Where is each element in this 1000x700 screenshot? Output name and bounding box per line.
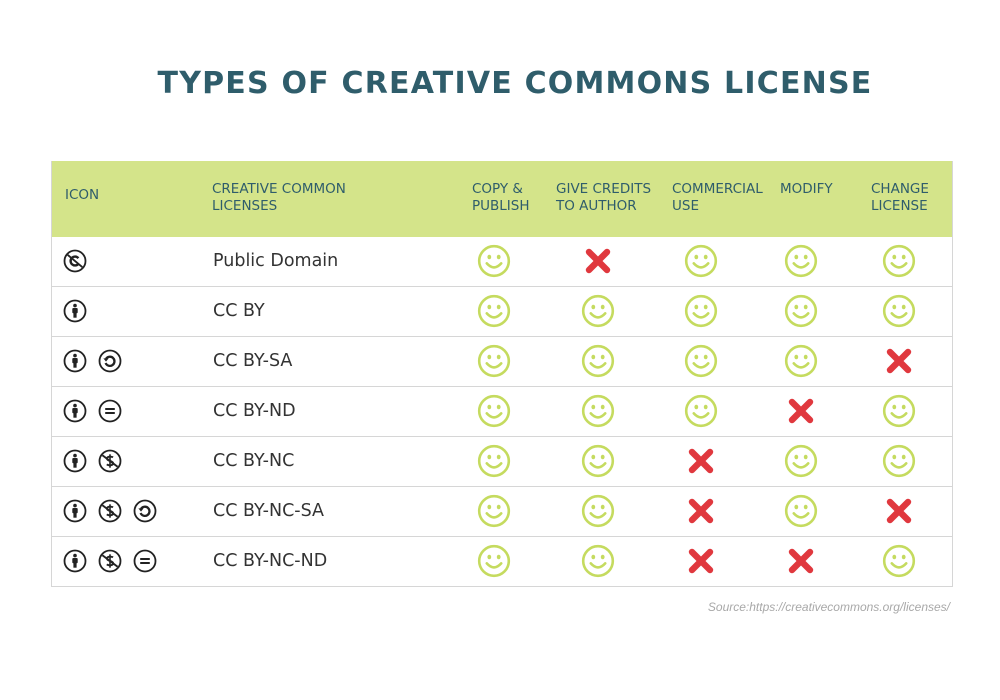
allowed-smiley-icon-copy-publish — [477, 244, 511, 278]
table-row: Public Domain — [52, 237, 952, 286]
allowed-smiley-icon-commercial-use — [684, 294, 718, 328]
license-name: CC BY-SA — [213, 351, 293, 371]
non-commercial-icon — [98, 449, 122, 473]
license-name: CC BY-ND — [213, 401, 296, 421]
share-alike-icon — [133, 499, 157, 523]
not-allowed-cross-icon-commercial-use — [688, 548, 714, 574]
attribution-icon — [63, 349, 87, 373]
allowed-smiley-icon-modify — [784, 344, 818, 378]
license-name: CC BY-NC — [213, 451, 295, 471]
header-licenses: CREATIVE COMMON LICENSES — [212, 181, 346, 214]
license-name: Public Domain — [213, 251, 339, 271]
table-header: ICON CREATIVE COMMON LICENSES COPY & PUBLI… — [52, 161, 952, 237]
table-row: CC BY — [52, 286, 952, 336]
allowed-smiley-icon-modify — [784, 494, 818, 528]
table-row: CC BY-NC-ND — [52, 536, 952, 586]
allowed-smiley-icon-copy-publish — [477, 494, 511, 528]
license-name: CC BY-NC-SA — [213, 501, 325, 521]
page-title: TYPES OF CREATIVE COMMONS LICENSE — [157, 66, 873, 101]
allowed-smiley-icon-change-license — [882, 294, 916, 328]
allowed-smiley-icon-copy-publish — [477, 394, 511, 428]
allowed-smiley-icon-copy-publish — [477, 544, 511, 578]
allowed-smiley-icon-give-credits — [581, 544, 615, 578]
table-row: CC BY-NC — [52, 436, 952, 486]
license-name: CC BY — [213, 301, 265, 321]
public-domain-icon — [63, 249, 87, 273]
table-row: CC BY-ND — [52, 386, 952, 436]
header-modify: MODIFY — [780, 181, 833, 197]
no-derivatives-icon — [133, 549, 157, 573]
non-commercial-icon — [98, 499, 122, 523]
attribution-icon — [63, 399, 87, 423]
allowed-smiley-icon-copy-publish — [477, 294, 511, 328]
allowed-smiley-icon-change-license — [882, 444, 916, 478]
not-allowed-cross-icon-change-license — [886, 348, 912, 374]
allowed-smiley-icon-give-credits — [581, 294, 615, 328]
attribution-icon — [63, 449, 87, 473]
no-derivatives-icon — [98, 399, 122, 423]
header-give-credits: GIVE CREDITS TO AUTHOR — [556, 181, 652, 214]
allowed-smiley-icon-copy-publish — [477, 344, 511, 378]
attribution-icon — [63, 299, 87, 323]
header-copy-publish: COPY & PUBLISH — [472, 181, 530, 214]
table-row: CC BY-NC-SA — [52, 486, 952, 536]
allowed-smiley-icon-copy-publish — [477, 444, 511, 478]
not-allowed-cross-icon-commercial-use — [688, 448, 714, 474]
allowed-smiley-icon-commercial-use — [684, 344, 718, 378]
allowed-smiley-icon-modify — [784, 444, 818, 478]
allowed-smiley-icon-commercial-use — [684, 244, 718, 278]
allowed-smiley-icon-give-credits — [581, 394, 615, 428]
not-allowed-cross-icon-modify — [788, 398, 814, 424]
allowed-smiley-icon-change-license — [882, 244, 916, 278]
table-body: Public Domain CC BY CC BY-SA CC BY-ND CC BY-… — [52, 237, 952, 586]
allowed-smiley-icon-change-license — [882, 544, 916, 578]
source-note: Source:https://creativecommons.org/licen… — [707, 600, 950, 614]
header-commercial-use: COMMERCIAL USE — [672, 181, 763, 214]
allowed-smiley-icon-modify — [784, 244, 818, 278]
not-allowed-cross-icon-commercial-use — [688, 498, 714, 524]
not-allowed-cross-icon-change-license — [886, 498, 912, 524]
allowed-smiley-icon-give-credits — [581, 344, 615, 378]
attribution-icon — [63, 499, 87, 523]
non-commercial-icon — [98, 549, 122, 573]
not-allowed-cross-icon-give-credits — [585, 248, 611, 274]
not-allowed-cross-icon-modify — [788, 548, 814, 574]
allowed-smiley-icon-modify — [784, 294, 818, 328]
header-icon: ICON — [65, 187, 100, 203]
attribution-icon — [63, 549, 87, 573]
allowed-smiley-icon-change-license — [882, 394, 916, 428]
license-table: ICON CREATIVE COMMON LICENSES COPY & PUBLI… — [51, 161, 953, 587]
allowed-smiley-icon-give-credits — [581, 444, 615, 478]
allowed-smiley-icon-commercial-use — [684, 394, 718, 428]
license-name: CC BY-NC-ND — [213, 551, 328, 571]
share-alike-icon — [98, 349, 122, 373]
header-change-license: CHANGE LICENSE — [871, 181, 929, 214]
table-row: CC BY-SA — [52, 336, 952, 386]
allowed-smiley-icon-give-credits — [581, 494, 615, 528]
